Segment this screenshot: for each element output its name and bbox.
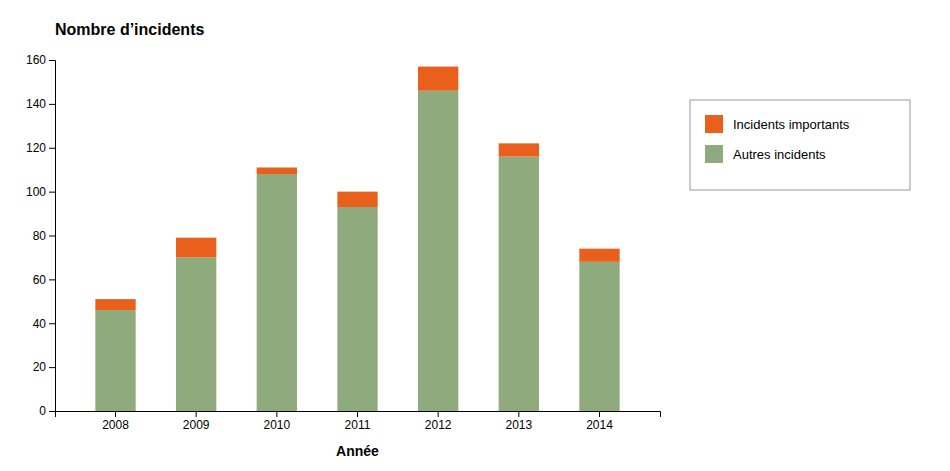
y-tick-label: 80 (33, 229, 47, 243)
y-axis-line (49, 61, 56, 412)
y-tick: 20 (33, 360, 55, 374)
y-tick-mark (49, 192, 55, 193)
bar (257, 167, 297, 174)
y-tick-label: 0 (39, 404, 46, 418)
legend: Incidents importants Autres incidents (690, 100, 910, 190)
x-tick: 2009 (183, 411, 210, 432)
legend-label: Autres incidents (733, 147, 826, 162)
x-tick-label: 2014 (586, 418, 613, 432)
x-axis: 2008 2009 2010 2011 2012 2013 2014 (56, 411, 661, 432)
y-tick-label: 40 (33, 317, 47, 331)
y-tick-label: 60 (33, 273, 47, 287)
x-tick-mark (518, 411, 519, 417)
x-axis-line (56, 412, 661, 418)
bar (176, 238, 216, 258)
y-tick-mark (49, 148, 55, 149)
plot: 0 20 40 60 80 100 120 140 160 2008 2009 2010 2011 201… (26, 53, 661, 459)
bar (579, 249, 619, 262)
legend-item: Autres incidents (705, 145, 826, 163)
x-tick-mark (115, 411, 116, 417)
bar (499, 143, 539, 156)
y-tick-mark (49, 323, 55, 324)
x-tick-mark (357, 411, 358, 417)
legend-label: Incidents importants (733, 117, 850, 132)
y-tick: 60 (33, 273, 55, 287)
y-tick-mark (49, 60, 55, 61)
x-tick: 2014 (586, 411, 613, 432)
bar (257, 174, 297, 411)
bar (418, 91, 458, 411)
legend-swatch (705, 115, 723, 133)
x-tick-label: 2010 (263, 418, 290, 432)
bar (499, 157, 539, 411)
bar-series (95, 91, 619, 411)
y-tick-mark (49, 367, 55, 368)
y-tick: 140 (26, 97, 55, 111)
y-tick: 100 (26, 185, 55, 199)
y-axis: 0 20 40 60 80 100 120 140 160 (26, 53, 56, 418)
y-tick: 80 (33, 229, 55, 243)
y-tick: 120 (26, 141, 55, 155)
y-tick: 160 (26, 53, 55, 67)
x-tick-label: 2012 (425, 418, 452, 432)
chart-svg: 0 20 40 60 80 100 120 140 160 2008 2009 2010 2011 201… (0, 0, 950, 471)
bar (95, 310, 135, 411)
x-tick: 2008 (102, 411, 129, 432)
y-tick-label: 20 (33, 360, 47, 374)
x-tick-mark (438, 411, 439, 417)
legend-swatch (705, 145, 723, 163)
x-tick: 2010 (263, 411, 290, 432)
bar (337, 207, 377, 411)
x-tick: 2013 (505, 411, 532, 432)
bar (176, 257, 216, 411)
bar (418, 67, 458, 91)
y-tick-mark (49, 104, 55, 105)
y-tick-label: 140 (26, 97, 46, 111)
bar (337, 192, 377, 207)
y-tick-label: 160 (26, 53, 46, 67)
chart-container: 0 20 40 60 80 100 120 140 160 2008 2009 2010 2011 201… (0, 0, 950, 471)
x-tick-label: 2008 (102, 418, 129, 432)
x-tick-label: 2013 (505, 418, 532, 432)
y-tick: 40 (33, 317, 55, 331)
bars (95, 67, 619, 411)
x-tick-label: 2009 (183, 418, 210, 432)
bar (579, 262, 619, 411)
y-tick-mark (49, 279, 55, 280)
x-axis-title: Année (336, 443, 379, 459)
y-tick-mark (49, 411, 55, 412)
x-tick: 2012 (425, 411, 452, 432)
legend-item: Incidents importants (705, 115, 850, 133)
title: Nombre d’incidents (55, 21, 204, 38)
y-tick-label: 100 (26, 185, 46, 199)
x-tick: 2011 (345, 411, 371, 432)
bar-series (95, 67, 619, 311)
y-tick-label: 120 (26, 141, 46, 155)
y-tick-mark (49, 236, 55, 237)
x-tick-mark (276, 411, 277, 417)
bar (95, 299, 135, 310)
x-tick-mark (196, 411, 197, 417)
y-tick: 0 (39, 404, 55, 418)
x-tick-label: 2011 (345, 418, 371, 432)
x-tick-mark (599, 411, 600, 417)
legend-box (690, 100, 910, 190)
